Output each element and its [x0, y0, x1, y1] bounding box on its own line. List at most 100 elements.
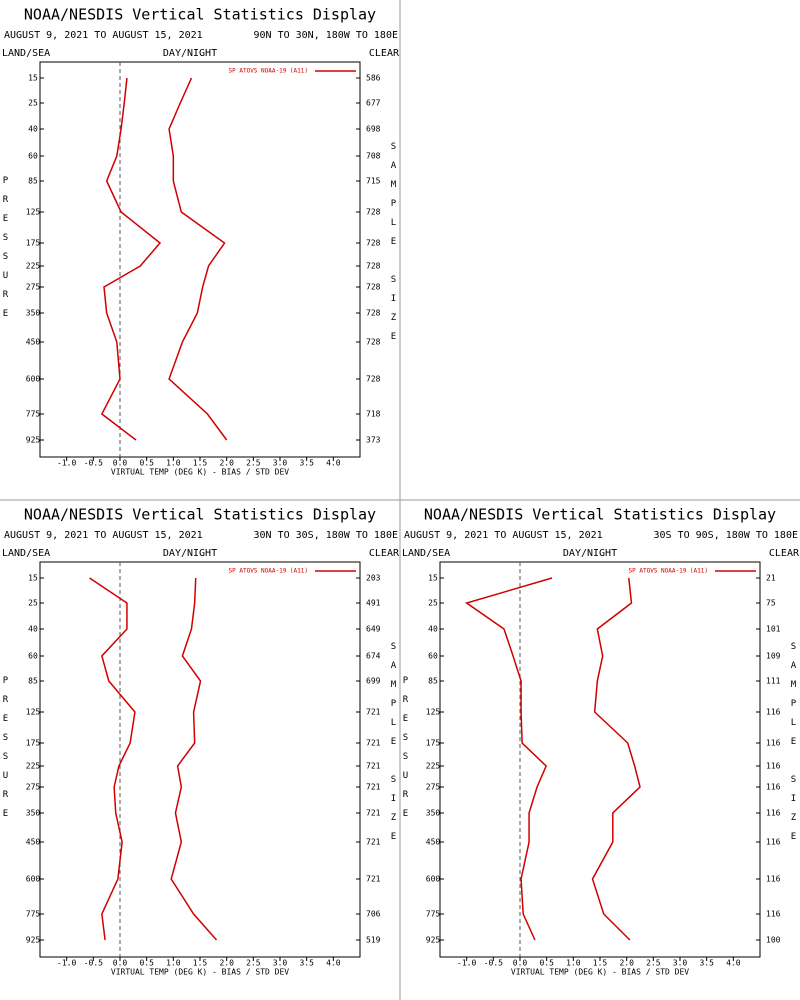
x-tick-label: 3.0: [273, 459, 288, 468]
x-tick-label: 2.0: [619, 959, 634, 968]
x-tick-label: 0.5: [139, 459, 154, 468]
pressure-label: 40: [28, 625, 38, 634]
y2-axis-label: SAMPLE SIZE: [389, 142, 399, 351]
x-tick-label: 1.5: [193, 459, 208, 468]
pressure-label: 40: [28, 125, 38, 134]
bias-line: [100, 77, 162, 441]
x-tick-label: 2.0: [219, 959, 234, 968]
sample-size-label: 100: [766, 936, 781, 945]
chart-title: NOAA/NESDIS Vertical Statistics Display: [24, 6, 376, 24]
sample-size-label: 519: [366, 936, 381, 945]
x-tick-label: -0.5: [484, 959, 503, 968]
pressure-label: 85: [28, 677, 38, 686]
sample-size-label: 728: [366, 375, 381, 384]
x-axis-label: VIRTUAL TEMP (DEG K) - BIAS / STD DEV: [511, 968, 689, 977]
pressure-label: 775: [26, 910, 41, 919]
sample-size-label: 728: [366, 338, 381, 347]
pressure-label: 125: [26, 208, 41, 217]
pressure-label: 450: [26, 838, 41, 847]
sample-size-label: 721: [366, 762, 381, 771]
land-sea-label: LAND/SEA: [2, 48, 50, 59]
legend-label: SP ATOVS NOAA-19 (A11): [229, 568, 308, 575]
sample-size-label: 649: [366, 625, 381, 634]
x-tick-label: 3.5: [299, 459, 314, 468]
x-tick-label: 3.0: [673, 959, 688, 968]
pressure-label: 775: [26, 410, 41, 419]
sample-size-label: 718: [366, 410, 381, 419]
day-night-label: DAY/NIGHT: [163, 548, 217, 559]
pressure-label: 60: [28, 152, 38, 161]
x-tick-label: 4.0: [326, 459, 341, 468]
sample-size-label: 677: [366, 99, 381, 108]
region: 30S TO 90S, 180W TO 180E: [654, 530, 799, 541]
date-range: AUGUST 9, 2021 TO AUGUST 15, 2021: [404, 530, 603, 541]
sample-size-label: 116: [766, 739, 781, 748]
pressure-label: 925: [26, 936, 41, 945]
pressure-label: 175: [426, 739, 441, 748]
x-tick-label: 0.0: [513, 959, 528, 968]
pressure-label: 25: [428, 599, 438, 608]
x-tick-label: 4.0: [326, 959, 341, 968]
sample-size-label: 721: [366, 875, 381, 884]
panel: NOAA/NESDIS Vertical Statistics Display A…: [1, 506, 400, 977]
pressure-label: 600: [426, 875, 441, 884]
land-sea-label: LAND/SEA: [2, 548, 50, 559]
pressure-label: 275: [26, 783, 41, 792]
y-axis-label: PRESSURE: [401, 676, 411, 828]
pressure-label: 125: [426, 708, 441, 717]
pressure-label: 15: [428, 574, 438, 583]
sample-size-label: 491: [366, 599, 381, 608]
sample-size-label: 116: [766, 783, 781, 792]
x-tick-label: 1.5: [593, 959, 608, 968]
sample-size-label: 116: [766, 838, 781, 847]
sample-size-label: 203: [366, 574, 381, 583]
sample-size-label: 706: [366, 910, 381, 919]
x-tick-label: 0.0: [113, 459, 128, 468]
x-tick-label: 0.0: [113, 959, 128, 968]
sample-size-label: 373: [366, 436, 381, 445]
sample-size-label: 699: [366, 677, 381, 686]
pressure-label: 15: [28, 74, 38, 83]
sample-size-label: 728: [366, 262, 381, 271]
sample-size-label: 721: [366, 739, 381, 748]
pressure-label: 175: [26, 739, 41, 748]
pressure-label: 600: [26, 875, 41, 884]
sample-size-label: 101: [766, 625, 781, 634]
chart-title: NOAA/NESDIS Vertical Statistics Display: [24, 506, 376, 524]
pressure-label: 450: [426, 838, 441, 847]
y2-axis-label: SAMPLE SIZE: [789, 642, 799, 851]
pressure-label: 60: [28, 652, 38, 661]
x-tick-label: 1.0: [566, 959, 581, 968]
pressure-label: 225: [426, 762, 441, 771]
x-tick-label: -1.0: [457, 959, 476, 968]
bias-line: [89, 577, 136, 941]
pressure-label: 600: [26, 375, 41, 384]
sample-size-label: 728: [366, 309, 381, 318]
sample-size-label: 728: [366, 208, 381, 217]
x-tick-label: 4.0: [726, 959, 741, 968]
bias-line: [464, 577, 553, 941]
pressure-label: 350: [26, 809, 41, 818]
x-tick-label: -1.0: [57, 459, 76, 468]
sample-size-label: 721: [366, 783, 381, 792]
x-tick-label: -0.5: [84, 459, 103, 468]
sample-size-label: 116: [766, 809, 781, 818]
chart-title: NOAA/NESDIS Vertical Statistics Display: [424, 506, 776, 524]
sample-size-label: 109: [766, 652, 781, 661]
x-tick-label: 2.0: [219, 459, 234, 468]
x-tick-label: 0.5: [539, 959, 554, 968]
x-tick-label: 3.5: [299, 959, 314, 968]
x-tick-label: 1.0: [166, 459, 181, 468]
sample-size-label: 116: [766, 910, 781, 919]
y-axis-label: PRESSURE: [1, 176, 11, 328]
x-tick-label: 2.5: [246, 959, 261, 968]
day-night-label: DAY/NIGHT: [563, 548, 617, 559]
sample-size-label: 715: [366, 177, 381, 186]
x-tick-label: 3.5: [699, 959, 714, 968]
x-axis-label: VIRTUAL TEMP (DEG K) - BIAS / STD DEV: [111, 468, 289, 477]
date-range: AUGUST 9, 2021 TO AUGUST 15, 2021: [4, 30, 203, 41]
sample-size-label: 116: [766, 762, 781, 771]
panel: NOAA/NESDIS Vertical Statistics Display A…: [1, 6, 400, 477]
pressure-label: 225: [26, 762, 41, 771]
